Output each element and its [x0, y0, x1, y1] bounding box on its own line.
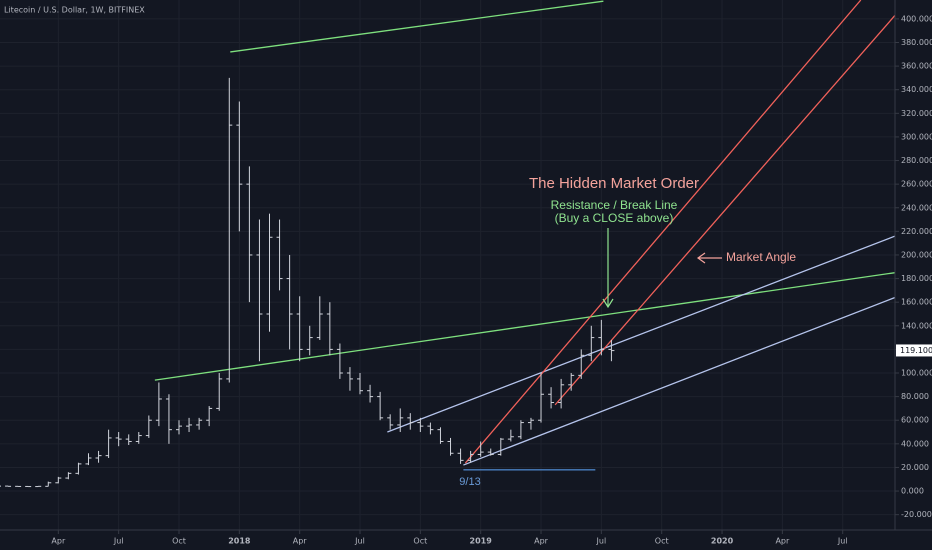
trend-line [230, 0, 604, 53]
x-tick-label: Apr [51, 537, 66, 546]
x-tick-label: 2020 [711, 537, 734, 546]
y-tick-label: 0.000 [901, 487, 924, 496]
trend-line [387, 235, 896, 433]
x-tick-label: 2018 [228, 537, 251, 546]
y-tick-label: 60.000 [901, 416, 929, 425]
last-price: 119.100 [896, 344, 932, 357]
trend-lines [154, 0, 896, 471]
y-tick-label: 400.000 [901, 14, 932, 23]
x-tick-label: 2019 [470, 537, 493, 546]
price-bars [0, 77, 615, 488]
last-price-box [896, 344, 932, 357]
x-tick-label: Jul [113, 537, 124, 546]
y-tick-label: 140.000 [901, 321, 932, 330]
x-tick-label: Apr [534, 537, 549, 546]
x-tick-label: Apr [293, 537, 308, 546]
y-tick-label: 240.000 [901, 203, 932, 212]
y-tick-label: 260.000 [901, 180, 932, 189]
y-tick-label: 80.000 [901, 392, 929, 401]
y-tick-label: 280.000 [901, 156, 932, 165]
y-tick-label: 200.000 [901, 250, 932, 259]
annotation: Resistance / Break Line [551, 198, 678, 212]
y-tick-label: 220.000 [901, 227, 932, 236]
annotation: 9/13 [459, 476, 480, 488]
trend-line [154, 272, 896, 381]
y-tick-label: -20.000 [901, 510, 932, 519]
annotation: The Hidden Market Order [529, 175, 699, 192]
trend-line [464, 0, 862, 464]
y-tick-label: 20.000 [901, 463, 929, 472]
annotation: (Buy a CLOSE above) [555, 211, 674, 225]
y-tick-label: 300.000 [901, 132, 932, 141]
arrow-head [696, 252, 706, 264]
y-tick-label: 180.000 [901, 274, 932, 283]
y-tick-label: 380.000 [901, 38, 932, 47]
x-tick-label: Jul [354, 537, 365, 546]
axes: -20.000 0.000 20.000 40.000 60.000 80.000 100.… [51, 14, 932, 545]
y-tick-label: 100.000 [901, 369, 932, 378]
grid [0, 0, 895, 530]
x-tick-label: Jul [837, 537, 848, 546]
annotation: Market Angle [726, 250, 796, 264]
y-tick-label: 160.000 [901, 298, 932, 307]
x-tick-label: Oct [655, 537, 669, 546]
arrow-head [602, 298, 614, 309]
x-tick-label: Apr [775, 537, 790, 546]
y-tick-label: 320.000 [901, 109, 932, 118]
last-price-label: 119.100 [900, 346, 932, 355]
y-tick-label: 340.000 [901, 85, 932, 94]
x-tick-label: Jul [596, 537, 607, 546]
x-tick-label: Oct [413, 537, 427, 546]
x-tick-label: Oct [172, 537, 186, 546]
y-tick-label: 360.000 [901, 62, 932, 71]
chart-title: Litecoin / U.S. Dollar, 1W, BITFINEX [4, 6, 145, 15]
trend-line [463, 296, 896, 466]
y-tick-label: 40.000 [901, 439, 929, 448]
